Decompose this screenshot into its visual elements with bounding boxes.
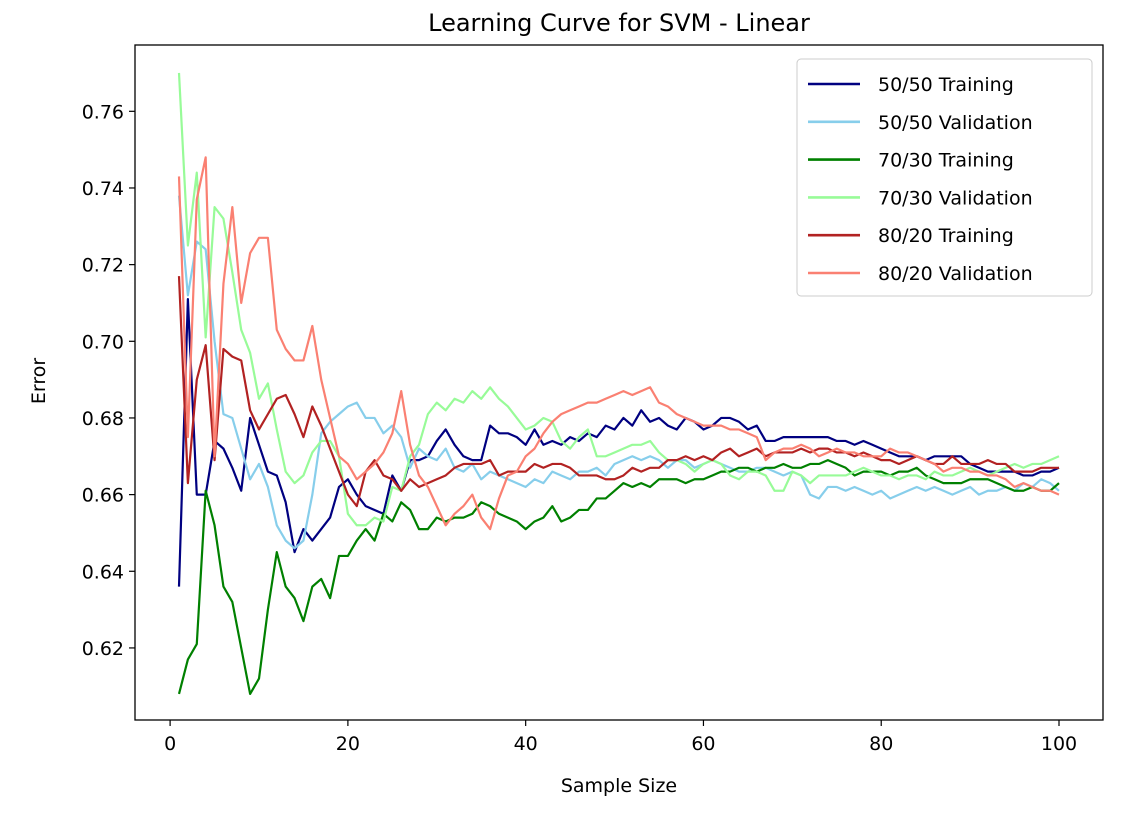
y-tick-label: 0.66	[82, 485, 124, 507]
y-tick-label: 0.64	[82, 561, 124, 583]
series-line-1	[177, 298, 1060, 587]
legend-box	[796, 58, 1093, 297]
series-line-4	[177, 72, 1060, 527]
x-tick-label: 0	[164, 733, 176, 755]
y-axis-label: Error	[28, 358, 50, 405]
y-tick-label: 0.72	[82, 255, 124, 277]
x-axis-label: Sample Size	[561, 775, 677, 797]
series-line-3	[177, 459, 1060, 696]
chart-title: Learning Curve for SVM - Linear	[428, 9, 810, 37]
plot-area	[177, 72, 1060, 696]
x-tick-label: 80	[869, 733, 893, 755]
x-tick-label: 100	[1041, 733, 1077, 755]
legend-label: 70/30 Training	[878, 150, 1014, 172]
y-axis: 0.62 0.64 0.66 0.68 0.70 0.72 0.74 0.76	[82, 101, 135, 660]
series-line-2	[177, 195, 1060, 550]
legend-label: 50/50 Training	[878, 74, 1014, 96]
y-tick-label: 0.70	[82, 331, 124, 353]
y-tick-label: 0.76	[82, 101, 124, 123]
y-tick-label: 0.62	[82, 638, 124, 660]
series-line-6	[177, 156, 1060, 531]
x-tick-label: 60	[691, 733, 715, 755]
y-tick-label: 0.68	[82, 408, 124, 430]
legend-label: 70/30 Validation	[878, 187, 1033, 209]
legend-label: 50/50 Validation	[878, 112, 1033, 134]
x-tick-label: 40	[514, 733, 538, 755]
legend: 50/50 Training 50/50 Validation 70/30 Trai…	[796, 58, 1093, 297]
series-line-5	[177, 276, 1059, 508]
y-tick-label: 0.74	[82, 178, 124, 200]
x-tick-label: 20	[336, 733, 360, 755]
plot-frame	[134, 44, 1104, 721]
legend-label: 80/20 Validation	[878, 263, 1033, 285]
legend-label: 80/20 Training	[878, 225, 1014, 247]
x-axis: 0 20 40 60 80 100	[164, 720, 1077, 755]
